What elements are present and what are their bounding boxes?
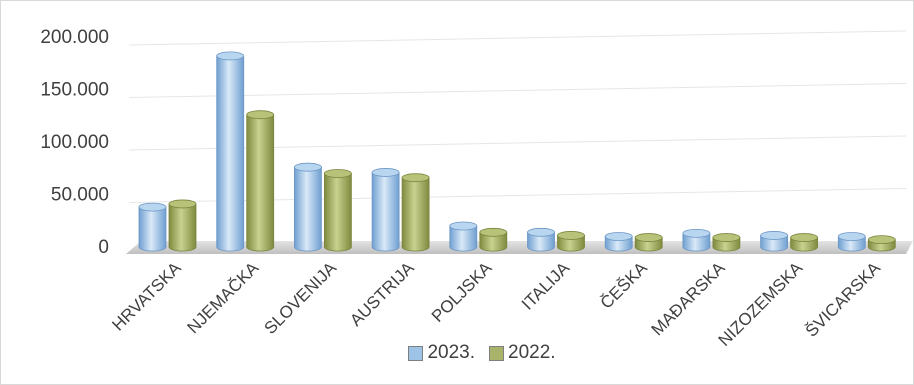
legend: 2023. 2022. (384, 337, 580, 369)
bar-2023-1 (216, 51, 245, 252)
bar-2022-4 (479, 227, 508, 252)
legend-swatch-2023 (408, 345, 424, 361)
bar-2022-3 (401, 173, 430, 252)
gridline (128, 83, 907, 98)
bar-2023-3 (371, 168, 400, 252)
x-tick-label: HRVATSKA (108, 258, 185, 335)
bar-2023-2 (293, 162, 322, 252)
bar-2023-5 (527, 227, 555, 252)
bar-2022-7 (712, 233, 741, 252)
bar-2023-9 (837, 232, 866, 252)
y-axis-ticks: 0 50.000 100.000 150.000 200.000 (40, 27, 109, 258)
bar-2022-6 (634, 233, 663, 252)
y-tick-label: 200.000 (40, 27, 109, 48)
x-tick-label: ŠVICARSKA (802, 258, 885, 341)
bar-2022-9 (867, 235, 896, 252)
bar-2022-8 (790, 233, 818, 252)
y-tick-label: 100.000 (40, 132, 109, 153)
x-tick-label: AUSTRIJA (346, 258, 418, 330)
legend-item-2023: 2023. (408, 342, 475, 364)
bar-2023-4 (449, 221, 478, 252)
bar-2022-0 (168, 199, 197, 252)
x-tick-label: NJEMAČKA (183, 258, 262, 337)
bars (138, 51, 896, 252)
legend-label-2022: 2022. (508, 342, 556, 363)
x-tick-label: SLOVENIJA (260, 258, 340, 338)
y-tick-label: 0 (98, 237, 109, 258)
bar-2022-2 (323, 169, 352, 252)
bar-2023-6 (604, 232, 633, 252)
y-tick-label: 150.000 (40, 80, 109, 101)
gridline (128, 135, 907, 151)
y-tick-label: 50.000 (51, 185, 109, 206)
x-tick-label: ITALIJA (518, 258, 574, 314)
gridlines (128, 30, 907, 203)
gridline (128, 188, 907, 203)
x-tick-label: POLJSKA (428, 258, 496, 326)
legend-swatch-2022 (489, 345, 504, 361)
bar-2023-7 (682, 228, 711, 252)
gridline (128, 30, 907, 46)
x-tick-label: NIZOZEMSKA (715, 258, 807, 350)
x-tick-label: ČEŠKA (597, 258, 652, 313)
legend-label-2023: 2023. (427, 342, 475, 363)
bar-2023-0 (138, 202, 167, 252)
legend-item-2022: 2022. (489, 342, 556, 364)
bar-2022-5 (557, 231, 585, 252)
bar-2022-1 (246, 110, 275, 252)
bar-2023-8 (760, 231, 788, 252)
x-tick-label: MAĐARSKA (648, 258, 729, 339)
